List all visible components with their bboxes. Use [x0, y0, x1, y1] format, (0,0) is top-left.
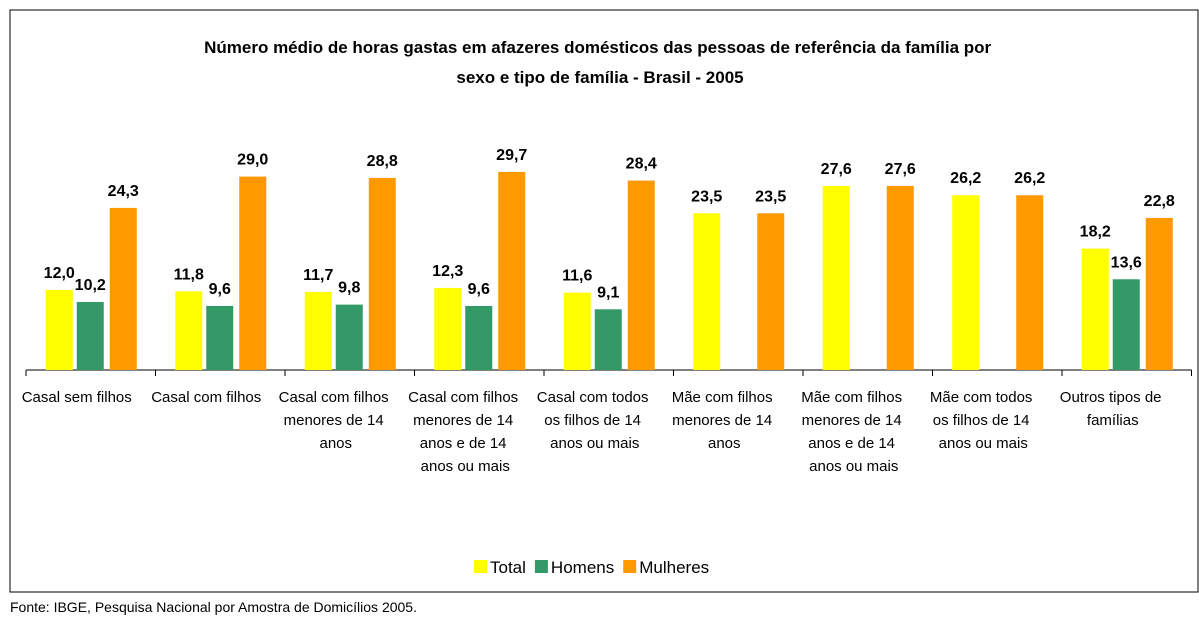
- bar: [175, 291, 203, 370]
- legend-label: Homens: [551, 558, 614, 577]
- data-label: 9,8: [338, 280, 360, 297]
- legend-swatch: [534, 560, 548, 573]
- data-label: 23,5: [755, 188, 786, 205]
- data-label: 27,6: [821, 161, 852, 178]
- data-label: 18,2: [1080, 224, 1111, 241]
- chart-border: [9, 9, 1199, 593]
- data-label: 23,5: [691, 188, 722, 205]
- legend-swatch: [623, 560, 637, 573]
- data-label: 11,6: [562, 268, 592, 285]
- bar: [757, 213, 785, 370]
- legend-label: Total: [490, 558, 526, 577]
- data-label: 12,3: [432, 263, 463, 280]
- source-note: Fonte: IBGE, Pesquisa Nacional por Amost…: [10, 599, 417, 615]
- data-label: 28,4: [626, 156, 657, 173]
- bar: [594, 309, 622, 370]
- chart-title: Número médio de horas gastas em afazeres…: [204, 38, 996, 87]
- bar: [1145, 217, 1173, 370]
- data-label: 12,0: [44, 265, 75, 282]
- bar: [434, 287, 462, 370]
- bar: [498, 171, 526, 370]
- bar: [563, 292, 591, 370]
- data-label: 9,1: [597, 284, 619, 301]
- data-label: 9,6: [468, 281, 490, 298]
- x-tick-label: Casal com filhos menores de 14 anos: [279, 389, 393, 452]
- bar: [1016, 195, 1044, 370]
- legend-swatch: [474, 560, 487, 573]
- bar: [76, 301, 104, 370]
- x-tick-label: Casal sem filhos: [22, 389, 132, 406]
- bar: [693, 213, 721, 370]
- x-tick-label: Outros tipos de famílias: [1060, 389, 1166, 429]
- data-label: 11,7: [303, 267, 333, 284]
- data-label: 10,2: [75, 277, 106, 294]
- data-label: 28,8: [367, 153, 398, 170]
- x-tick-label: Mãe com filhos menores de 14 anos e de 1…: [801, 389, 906, 475]
- data-label: 26,2: [950, 170, 981, 187]
- data-label: 27,6: [885, 161, 916, 178]
- x-tick-label: Casal com filhos: [151, 389, 261, 406]
- data-label: 9,6: [209, 281, 231, 298]
- bar: [239, 176, 267, 370]
- x-tick-label: Mãe com todos os filhos de 14 anos ou ma…: [930, 389, 1037, 452]
- data-label: 29,0: [237, 152, 268, 169]
- bar: [1081, 248, 1109, 370]
- data-label: 11,8: [174, 266, 204, 283]
- bar: [368, 177, 396, 370]
- bar: [952, 195, 980, 370]
- x-tick-label: Mãe com filhos menores de 14 anos: [672, 389, 777, 452]
- x-tick-label: Casal com todos os filhos de 14 anos ou …: [537, 389, 653, 452]
- data-label: 29,7: [496, 147, 527, 164]
- bar: [335, 304, 363, 370]
- bar: [886, 185, 914, 370]
- bar: [627, 180, 655, 370]
- data-label: 22,8: [1144, 193, 1175, 210]
- x-tick-label: Casal com filhos menores de 14 anos e de…: [408, 389, 522, 475]
- bar: [45, 289, 73, 370]
- data-label: 13,6: [1111, 254, 1142, 271]
- bar: [1112, 279, 1140, 370]
- data-label: 24,3: [108, 183, 139, 200]
- bar: [822, 185, 850, 370]
- bar: [206, 305, 234, 370]
- data-label: 26,2: [1014, 170, 1045, 187]
- bar: [304, 291, 332, 370]
- bar: [465, 305, 493, 370]
- legend-label: Mulheres: [639, 558, 709, 577]
- bar: [109, 207, 137, 370]
